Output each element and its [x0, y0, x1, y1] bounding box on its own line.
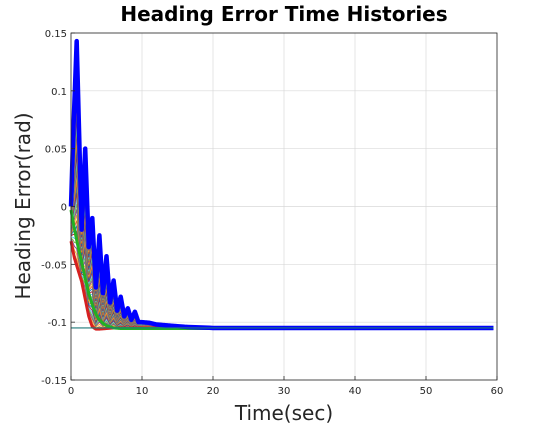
x-axis-label: Time(sec) — [234, 401, 333, 425]
x-tick-label: 10 — [136, 386, 149, 397]
x-tick-label: 40 — [349, 386, 362, 397]
chart-title: Heading Error Time Histories — [120, 2, 447, 26]
x-tick-label: 60 — [491, 386, 504, 397]
x-tick-label: 20 — [207, 386, 220, 397]
y-tick-label: 0.15 — [45, 29, 67, 40]
x-tick-label: 0 — [68, 386, 74, 397]
y-tick-label: -0.05 — [41, 260, 67, 271]
y-tick-label: -0.15 — [41, 376, 67, 387]
x-axis-ticks: 0 10 20 30 40 50 60 — [68, 376, 504, 397]
series-lines — [68, 38, 494, 331]
y-tick-label: -0.1 — [47, 318, 67, 329]
x-tick-label: 50 — [420, 386, 433, 397]
y-axis-ticks: -0.15 -0.1 -0.05 0 0.05 0.1 0.15 — [41, 29, 75, 387]
y-tick-label: 0.05 — [45, 145, 67, 156]
y-axis-label: Heading Error(rad) — [11, 112, 35, 299]
plot-area — [68, 32, 498, 381]
y-tick-label: 0 — [61, 203, 67, 214]
y-tick-label: 0.1 — [51, 87, 67, 98]
x-tick-label: 30 — [278, 386, 291, 397]
